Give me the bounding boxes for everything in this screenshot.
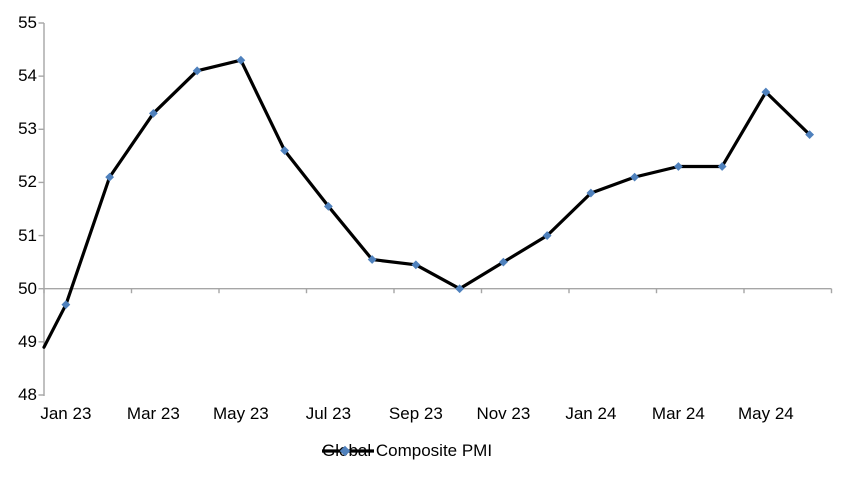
- x-tick-label: May 23: [213, 404, 269, 423]
- x-tick-label: Mar 24: [651, 404, 705, 423]
- data-point-marker: [586, 188, 596, 198]
- y-tick-label: 55: [18, 13, 37, 32]
- data-point-marker: [498, 257, 508, 267]
- data-point-marker: [367, 255, 377, 264]
- legend: Global Composite PMI: [322, 440, 492, 462]
- data-point-marker: [236, 55, 246, 65]
- x-tick-label: Sep 23: [388, 404, 443, 423]
- y-tick-label: 50: [18, 278, 37, 298]
- y-tick-label: 49: [18, 331, 37, 351]
- x-tick-label: Mar 23: [126, 404, 180, 423]
- data-point-marker: [192, 66, 202, 76]
- data-point-marker: [61, 300, 71, 310]
- data-point-marker: [148, 108, 158, 118]
- x-tick-label: May 24: [738, 404, 794, 423]
- data-point-marker: [323, 201, 333, 211]
- x-tick-label: Jul 23: [305, 404, 352, 423]
- data-point-marker: [455, 284, 465, 294]
- y-tick-label: 48: [18, 385, 37, 404]
- data-point-marker: [105, 172, 115, 182]
- x-tick-label: Nov 23: [476, 404, 531, 423]
- y-tick-label: 54: [18, 66, 37, 86]
- data-point-marker: [761, 87, 771, 97]
- data-point-marker: [805, 130, 815, 139]
- series-line: [42, 58, 812, 349]
- x-tick-label: Jan 24: [565, 404, 617, 423]
- data-point-marker: [411, 260, 421, 270]
- y-tick-label: 53: [18, 119, 37, 139]
- data-point-marker: [673, 162, 683, 171]
- x-tick-label: Jan 23: [40, 404, 92, 423]
- y-tick-label: 52: [18, 172, 37, 192]
- legend-line-marker-icon: [322, 445, 374, 457]
- data-point-marker: [542, 231, 552, 240]
- legend-marker-icon: [339, 445, 351, 457]
- legend-label: Global Composite PMI: [322, 441, 493, 460]
- data-point-marker: [717, 162, 727, 171]
- data-point-marker: [280, 146, 290, 155]
- y-tick-label: 51: [18, 225, 37, 245]
- data-point-marker: [630, 172, 640, 182]
